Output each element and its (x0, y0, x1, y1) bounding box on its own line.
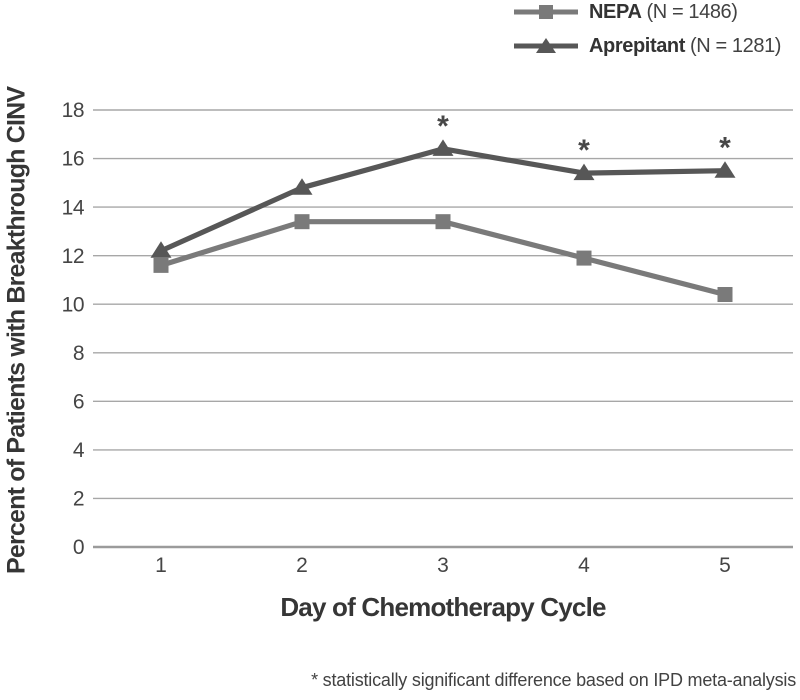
y-tick-label: 12 (62, 245, 84, 268)
legend-series-name: NEPA (589, 0, 642, 23)
x-axis-title: Day of Chemotherapy Cycle (280, 592, 606, 622)
legend-series-n: (N = 1281) (690, 34, 782, 57)
y-axis-title: Percent of Patients with Breakthrough CI… (2, 86, 31, 574)
series-line-nepa (158, 219, 728, 298)
square-marker (435, 214, 451, 230)
y-tick-label: 4 (73, 439, 85, 462)
square-marker (576, 250, 592, 266)
y-tick-label: 8 (73, 342, 84, 365)
triangle-marker-icon (514, 38, 578, 53)
legend-label-aprepitant: Aprepitant (N = 1281) (589, 35, 781, 58)
y-tick-label: 16 (62, 148, 84, 171)
triangle-marker (432, 139, 454, 156)
triangle-marker (573, 163, 595, 181)
significance-asterisk: * (578, 134, 590, 167)
triangle-marker (150, 241, 172, 258)
legend-series-n: (N = 1486) (646, 0, 738, 23)
square-marker (294, 214, 310, 230)
legend-item-nepa: NEPA (N = 1486) (513, 1, 781, 23)
legend: NEPA (N = 1486) Aprepitant (N = 1281) (513, 1, 781, 57)
series-line-aprepitant (158, 146, 728, 254)
y-tick-label: 2 (73, 488, 84, 511)
legend-series-name: Aprepitant (589, 34, 686, 57)
x-tick-label: 4 (578, 554, 590, 577)
x-tick-label: 2 (296, 554, 308, 577)
y-tick-label: 0 (73, 536, 84, 559)
square-marker-icon (514, 5, 578, 19)
significance-asterisk: * (437, 110, 449, 143)
triangle-marker (291, 178, 313, 195)
y-tick-label: 18 (62, 99, 84, 122)
x-tick-label: 3 (437, 554, 449, 577)
y-tick-label: 6 (73, 390, 84, 413)
significance-asterisk: * (719, 132, 731, 165)
y-tick-label: 10 (62, 293, 84, 316)
legend-item-aprepitant: Aprepitant (N = 1281) (513, 35, 781, 57)
triangle-marker (714, 161, 736, 178)
square-marker (153, 257, 169, 273)
footnote: * statistically significant difference b… (311, 670, 796, 690)
square-marker (717, 287, 733, 303)
legend-label-nepa: NEPA (N = 1486) (589, 1, 738, 24)
y-tick-label: 14 (62, 196, 85, 219)
x-tick-label: 1 (155, 554, 167, 577)
x-tick-label: 5 (719, 554, 731, 577)
